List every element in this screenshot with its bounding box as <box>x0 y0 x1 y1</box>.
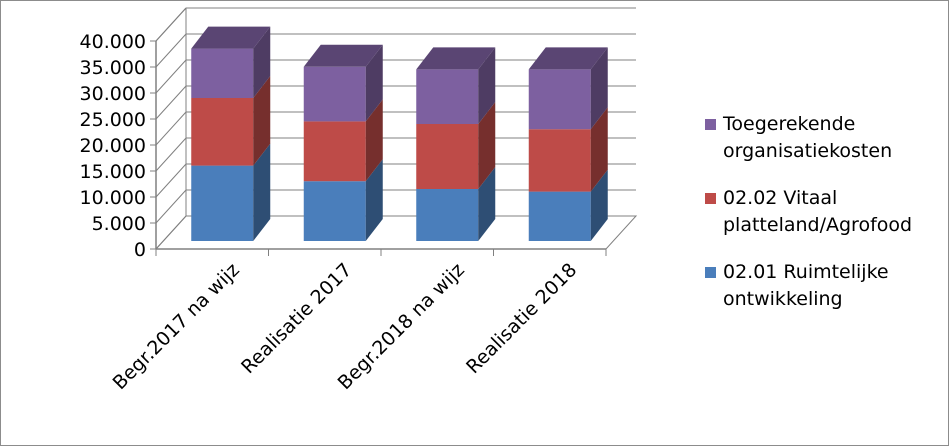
bar-segment-side <box>253 76 271 166</box>
gridline-side <box>155 111 187 146</box>
y-tick-label: 20.000 <box>80 135 146 157</box>
bar-segment-side <box>365 159 383 241</box>
x-category-label: Begr.2018 na wijz <box>334 259 469 394</box>
bar-segment-side <box>478 47 496 124</box>
gridline-side <box>155 59 187 94</box>
x-category-label: Realisatie 2017 <box>237 259 356 378</box>
stacked-bar-chart: 0 5.000 10.000 15.000 20.000 25.000 30.000 35.0… <box>80 7 638 394</box>
bar-segment-side <box>478 167 496 241</box>
bar-segment-front <box>528 129 591 192</box>
bar-top <box>191 26 271 49</box>
bar-segment-front <box>303 121 366 182</box>
legend-label-organisatiekosten: Toegerekende organisatiekosten <box>723 113 893 162</box>
legend-label-ruimtelijke-ontwikkeling: 02.01 Ruimtelijke ontwikkeling <box>723 261 889 310</box>
gridline-side <box>155 33 187 68</box>
gridline-side <box>155 163 187 198</box>
legend: Toegerekende organisatiekosten 02.02 Vit… <box>701 111 946 333</box>
x-category-label: Realisatie 2018 <box>462 259 581 378</box>
y-tick-label: 40.000 <box>80 31 146 53</box>
bar-top <box>303 44 383 67</box>
gridline-side <box>155 137 187 172</box>
bar-top <box>528 47 608 70</box>
bar-segment-front <box>528 69 591 130</box>
gridline-side <box>155 7 187 42</box>
bar-segment-front <box>303 66 366 122</box>
bar-segment-front <box>303 181 366 241</box>
y-tick-label: 5.000 <box>92 213 146 235</box>
y-tick-label: 0 <box>134 239 146 261</box>
bar-segment-side <box>365 44 383 122</box>
legend-swatch-organisatiekosten <box>705 119 716 130</box>
legend-swatch-ruimtelijke-ontwikkeling <box>705 267 716 278</box>
legend-label-vitaal-platteland: 02.02 Vitaal platteland/Agrofood <box>723 187 913 236</box>
bar-top <box>416 47 496 70</box>
bar-segment-front <box>528 191 591 241</box>
x-category-label: Begr.2017 na wijz <box>109 259 244 394</box>
gridline-side <box>155 85 187 120</box>
gridline-side <box>155 189 187 224</box>
bar-segment-side <box>590 169 608 241</box>
bar-segment-front <box>191 48 254 98</box>
y-tick-label: 25.000 <box>80 109 146 131</box>
bar-segment-front <box>191 165 254 241</box>
y-tick-label: 10.000 <box>80 187 146 209</box>
bar-segment-side <box>590 107 608 192</box>
bar-segment-side <box>590 47 608 130</box>
bar-segment-front <box>416 189 479 241</box>
bar-segment-front <box>416 69 479 124</box>
y-tick-label: 15.000 <box>80 161 146 183</box>
bar-segment-side <box>365 99 383 182</box>
bar-segment-front <box>416 124 479 189</box>
y-tick-label: 30.000 <box>80 83 146 105</box>
bar-segment-side <box>253 143 271 241</box>
legend-item-toegerekende-organisatiekosten: Toegerekende organisatiekosten <box>701 111 946 165</box>
bar-segment-side <box>478 102 496 189</box>
bar-segment-side <box>253 26 271 99</box>
legend-swatch-vitaal-platteland <box>705 193 716 204</box>
legend-item-vitaal-platteland: 02.02 Vitaal platteland/Agrofood <box>701 185 946 239</box>
y-tick-label: 35.000 <box>80 57 146 79</box>
bar-segment-front <box>191 98 254 166</box>
legend-item-ruimtelijke-ontwikkeling: 02.01 Ruimtelijke ontwikkeling <box>701 259 946 313</box>
